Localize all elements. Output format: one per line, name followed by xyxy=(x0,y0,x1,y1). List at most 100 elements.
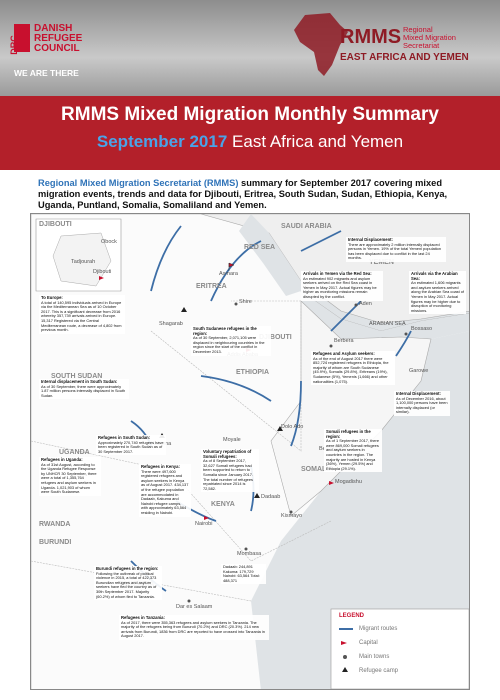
callout-title: Burundi refugees in the region: xyxy=(96,566,159,571)
callout: Arrivals via the Arabian Sea: An estimate… xyxy=(409,271,466,315)
callout: Internal Displacement: As of December 201… xyxy=(394,391,450,416)
callout-text: As of 31st August, according to the Ugan… xyxy=(41,461,97,495)
callout-title: Refugees and Asylum seekers: xyxy=(313,351,375,356)
callout-text: An estimated 902 migrants and asylum see… xyxy=(303,275,377,299)
intro: Regional Mixed Migration Secretariat (RM… xyxy=(38,178,466,211)
rmms-line: Regional xyxy=(403,25,433,34)
place-label: Kismayo xyxy=(281,513,303,519)
callout-title: Refugees in South Sudan: xyxy=(98,435,151,440)
place-label: Mombasa xyxy=(237,551,262,557)
callout-title: Refugees in Uganda: xyxy=(41,457,83,462)
country-label: SOMALIA xyxy=(301,466,334,473)
header-photo xyxy=(0,0,500,96)
callout-title: To Europe: xyxy=(41,295,63,300)
country-label: RED SEA xyxy=(244,244,276,251)
callout-title: Internal Displacement: xyxy=(396,391,441,396)
callout-title: Arrivals via the Arabian Sea: xyxy=(411,271,458,281)
rmms-line: Mixed Migration xyxy=(403,33,456,42)
drc-mark xyxy=(14,24,30,52)
country-label: ETHIOPIA xyxy=(236,369,270,376)
callout: Internal displacement in South Sudan: As … xyxy=(39,379,129,400)
inset-town: Djibouti xyxy=(93,269,112,275)
subtitle-highlight: September 2017 xyxy=(96,132,228,151)
place-label: Mogadishu xyxy=(335,479,362,485)
country-label: BURUNDI xyxy=(39,539,72,546)
callout-title: South Sudanese refugees in the region: xyxy=(193,326,257,336)
legend-title: LEGEND xyxy=(339,613,365,619)
callout: Refugees in Kenya: There were 497,600 reg… xyxy=(139,464,191,517)
callout: South Sudanese refugees in the region: As… xyxy=(191,326,271,356)
place-label: Shire xyxy=(239,299,252,305)
callout: Refugees in Uganda: As of 31st August, ac… xyxy=(39,457,101,496)
country-label: RWANDA xyxy=(39,521,71,528)
title: RMMS Mixed Migration Monthly Summary xyxy=(61,104,439,125)
callout: Dadaab: 244,891 Kakuma: 179,729 Nairobi:… xyxy=(221,564,266,585)
rmms-name: Regional Mixed Migration Secretariat xyxy=(403,26,456,50)
callout-text: As of December 2016, about 1,100,000 per… xyxy=(396,395,448,415)
callout-text: There are approximately 2 million intern… xyxy=(348,241,442,261)
callout: Refugees in South Sudan: Approximately 27… xyxy=(96,435,166,456)
place-label: Dadaab xyxy=(261,494,281,500)
callout-text: As of 2017, there were 355,363 refugees … xyxy=(121,619,265,639)
place-label: Moyale xyxy=(223,437,241,443)
legend-item: Main towns xyxy=(359,654,390,660)
country-label: YEMEN xyxy=(369,259,394,266)
country-label: KENYA xyxy=(211,501,235,508)
callout-title: Refugees in Kenya: xyxy=(141,464,180,469)
place-label: Dolo Ado xyxy=(281,424,304,430)
callout-text: Approximately 270,740 refugees have been… xyxy=(98,439,164,454)
country-label: SOUTH SUDAN xyxy=(51,373,103,380)
legend-item: Capital xyxy=(359,640,378,646)
callout-text: Following the outbreak of political viol… xyxy=(96,570,157,599)
map: SAUDI ARABIA RED SEA YEMEN ERITREA Asmara Shi… xyxy=(30,213,470,690)
rmms-abbr: RMMS xyxy=(340,26,402,48)
subtitle-rest: East Africa and Yemen xyxy=(232,132,404,151)
place-label: Asmara xyxy=(219,271,238,277)
callout-text: As of 30 September, 2,071,105 were displ… xyxy=(193,335,265,354)
callout-text: As of 1 September 2017, there were 869,0… xyxy=(326,438,379,471)
place-label: Garowe xyxy=(409,368,429,374)
legend-item: Refugee camp xyxy=(359,668,399,674)
subtitle: September 2017 East Africa and Yemen xyxy=(0,132,500,152)
legend-item: Migrant routes xyxy=(359,626,398,632)
callout-title: Internal Displacement: xyxy=(348,237,393,242)
intro-text: summary for September 2017 covering mixe… xyxy=(38,178,448,210)
callout-title: Refugees in Tanzania: xyxy=(121,615,165,620)
callout: Internal Displacement: There are approxim… xyxy=(346,237,446,262)
place-label: Berbera xyxy=(334,338,354,344)
callout-text: There were 497,600 registered refugees a… xyxy=(141,468,189,515)
drc-line: COUNCIL xyxy=(34,43,80,54)
callout: Arrivals in Yemen via the Red Sea: An est… xyxy=(301,271,383,301)
callout: Somali refugees in the region: As of 1 Se… xyxy=(324,429,382,473)
inset-town: Obock xyxy=(101,239,117,245)
rmms-region: EAST AFRICA AND YEMEN xyxy=(340,52,469,63)
callout: To Europe: A total of 140,595 individuals… xyxy=(39,295,125,334)
callout: Refugees in Tanzania: As of 2017, there w… xyxy=(119,615,269,640)
place-label: Aden xyxy=(359,301,372,307)
country-label: ERITREA xyxy=(196,283,227,290)
drc-name: DANISH REFUGEE COUNCIL xyxy=(34,24,82,54)
inset-town: Tadjourah xyxy=(71,259,96,265)
place-label: Bossaso xyxy=(411,326,433,332)
rmms-line: Secretariat xyxy=(403,41,440,50)
title-band xyxy=(0,96,500,170)
callout-text: Dadaab: 244,891 Kakuma: 179,729 Nairobi:… xyxy=(223,564,260,583)
africa-logo xyxy=(294,13,348,76)
place-label: Dar es Salaam xyxy=(176,604,213,610)
place-label: Shagarab xyxy=(159,321,183,327)
callout-title: Voluntary repatriation of Somali refugee… xyxy=(203,449,252,459)
drc-line: DANISH xyxy=(34,23,73,34)
place-label: Nairobi xyxy=(195,521,213,527)
callout: Refugees and Asylum seekers: As of the en… xyxy=(311,351,395,386)
callout-text: As of 30 September, there were approxima… xyxy=(41,383,126,398)
callout-text: A total of 140,595 individuals arrived i… xyxy=(41,299,122,333)
intro-link[interactable]: Regional Mixed Migration Secretariat (RM… xyxy=(38,178,239,188)
drc-tagline: WE ARE THERE xyxy=(14,68,79,78)
drc-line: REFUGEE xyxy=(34,33,83,44)
callout-title: Somali refugees in the region: xyxy=(326,429,371,439)
callout-title: Internal displacement in South Sudan: xyxy=(41,379,118,384)
callout: Voluntary repatriation of Somali refugee… xyxy=(201,449,259,493)
country-label: DJIBOUTI xyxy=(259,334,292,341)
callout-text: As of the end of August 2017 there were … xyxy=(313,355,389,384)
